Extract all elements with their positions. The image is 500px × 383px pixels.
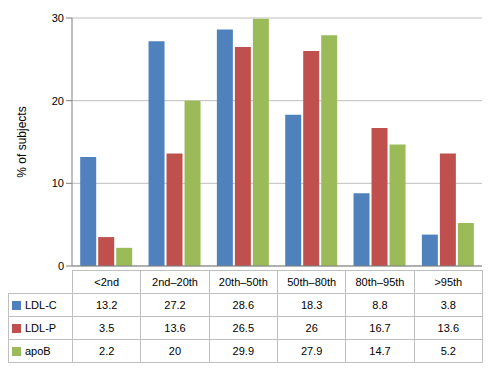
html-text:<2nd: <2nd — [94, 276, 119, 288]
html-text:16.7: 16.7 — [369, 322, 391, 334]
html-text:80th–95th: 80th–95th — [355, 276, 405, 288]
svg-text:20: 20 — [52, 95, 64, 107]
html-text:20: 20 — [168, 345, 182, 357]
html-text:LDL-C: LDL-C — [25, 299, 57, 312]
html-text:apoB: apoB — [25, 345, 51, 358]
html-text:8.8: 8.8 — [372, 299, 388, 311]
html-text:27.2: 27.2 — [164, 299, 186, 311]
html-text:26: 26 — [305, 322, 318, 334]
html-text:2nd–20th: 2nd–20th — [152, 276, 198, 288]
html-text:28.6: 28.6 — [232, 299, 254, 311]
html-text:26.5: 26.5 — [232, 322, 254, 334]
html-text:18.3: 18.3 — [300, 299, 323, 311]
html-text:13.6: 13.6 — [164, 322, 186, 334]
html-text:5.2: 5.2 — [440, 345, 456, 357]
html-text:3.8: 3.8 — [440, 299, 456, 311]
html-text:13.2: 13.2 — [96, 299, 118, 311]
html-text:2.2: 2.2 — [99, 345, 115, 357]
svg-text:0: 0 — [58, 260, 64, 270]
html-text:20th–50th: 20th–50th — [218, 276, 268, 288]
html-text:>95th: >95th — [434, 276, 463, 288]
svg-text:% of subjects: % of subjects — [15, 106, 29, 177]
svg-text:10: 10 — [52, 177, 64, 189]
html-text:13.6: 13.6 — [437, 322, 459, 334]
svg-text:30: 30 — [52, 12, 64, 24]
html-text:14.7: 14.7 — [369, 345, 391, 357]
html-text:29.9: 29.9 — [232, 345, 254, 357]
html-text:LDL-P: LDL-P — [25, 322, 57, 335]
html-text:3.5: 3.5 — [99, 322, 115, 334]
html-text:27.9: 27.9 — [300, 345, 323, 357]
html-text:50th–80th: 50th–80th — [287, 276, 337, 288]
